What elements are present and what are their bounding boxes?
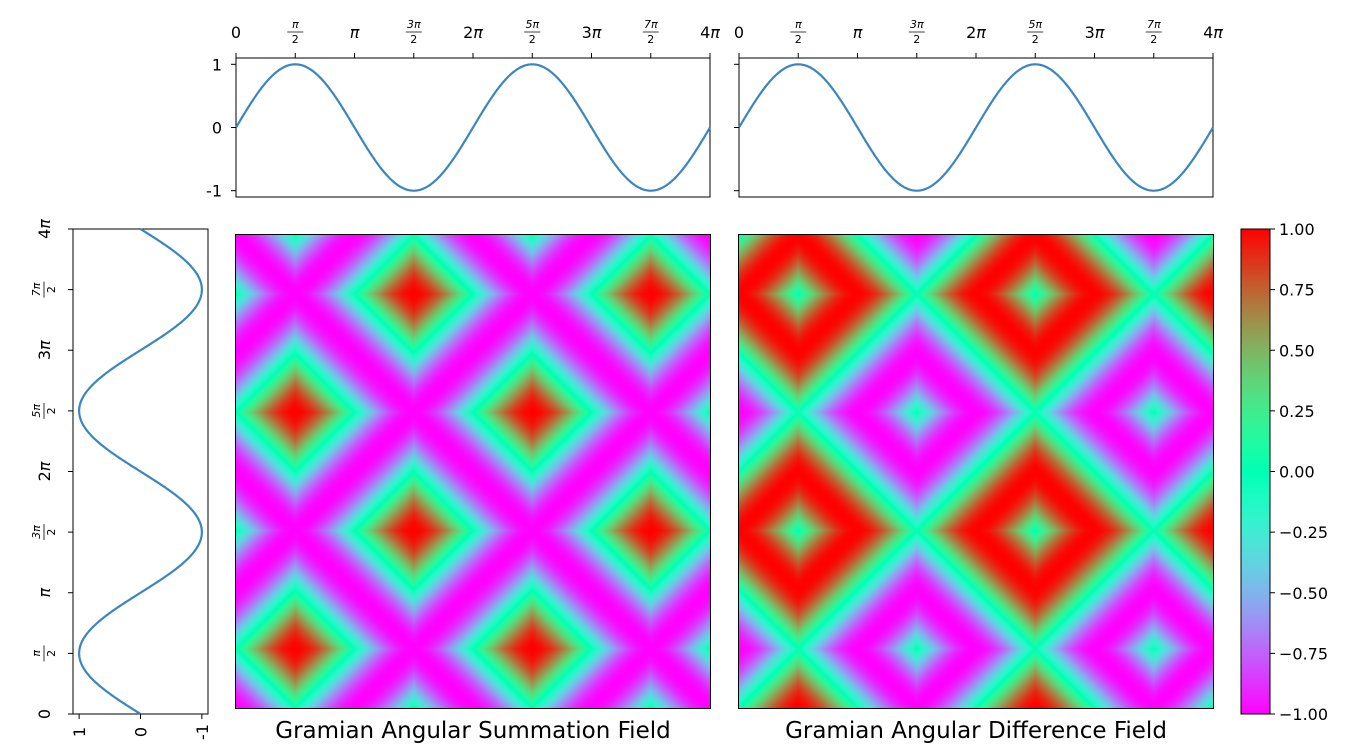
colorbar: 1.00 0.75 0.50 0.25 0.00 −0.25 −0.50 −0.75 −1.00 [1240,220,1328,724]
svg-text:2π: 2π [463,23,483,42]
top-right-xtick-label: 3π [1085,23,1105,42]
top-right-xtick-label: 2π [966,23,986,42]
svg-text:π: π [30,650,43,657]
colorbar-tick-label: −0.50 [1279,584,1328,603]
left-ytick-label: 2π [35,461,54,481]
left-ytick-label: 7π 2 [30,281,58,298]
svg-text:π: π [795,18,802,31]
left-xtick-label: 0 [132,727,151,737]
svg-text:2: 2 [1150,33,1157,46]
svg-text:5π: 5π [1028,18,1042,31]
left-xtick-label: 1 [70,727,89,737]
svg-text:3π: 3π [30,525,43,539]
top-right-xtick-label: π [853,23,863,42]
left-ytick-label: 0 [35,709,54,719]
svg-text:0: 0 [734,23,744,42]
svg-text:7π: 7π [1147,18,1161,31]
top-right-xtick-label: 3π2 [908,18,925,46]
svg-text:7π: 7π [644,18,658,31]
top-left-xtick-label: 3π2 [405,18,422,46]
colorbar-gradient [1240,228,1271,715]
svg-text:3π: 3π [35,340,54,360]
gasf-heatmap [236,235,710,708]
left-xtick-label: -1 [193,724,212,740]
svg-text:3π: 3π [407,18,421,31]
colorbar-tick-label: 0.75 [1279,281,1315,300]
svg-text:2: 2 [45,286,58,293]
svg-text:2: 2 [45,650,58,657]
left-ytick-label: 3π 2 [30,524,58,541]
svg-text:2: 2 [45,529,58,536]
gadf-heatmap [739,235,1213,708]
svg-text:7π: 7π [30,282,43,296]
svg-text:π: π [35,588,54,598]
svg-text:π: π [292,18,299,31]
top-left-xtick-label: 2π [463,23,483,42]
top-left-ytick-label: 0 [212,119,222,138]
left-ytick-label: 4π [35,219,54,239]
top-left-ytick-label: 1 [212,55,222,74]
svg-text:2π: 2π [966,23,986,42]
colorbar-tick-label: −1.00 [1279,705,1328,724]
left-ytick-label: π [35,588,54,598]
svg-text:2: 2 [410,33,417,46]
colorbar-tick-label: 0.50 [1279,341,1315,360]
colorbar-tick-label: −0.75 [1279,644,1328,663]
svg-text:2: 2 [292,33,299,46]
svg-text:π: π [350,23,360,42]
svg-text:2: 2 [913,33,920,46]
left-ytick-label: 3π [35,340,54,360]
svg-text:2: 2 [647,33,654,46]
svg-text:5π: 5π [30,404,43,418]
top-left-xtick-label: π [350,23,360,42]
svg-text:2π: 2π [35,461,54,481]
top-left-ytick-label: -1 [206,182,222,201]
left-sine-line [78,228,203,715]
top-left-sine-line [235,63,711,192]
svg-text:3π: 3π [1085,23,1105,42]
top-left-xtick-label: 4π [700,23,720,42]
svg-text:2: 2 [795,33,802,46]
gadf-title: Gramian Angular Difference Field [785,718,1167,744]
svg-text:0: 0 [35,709,54,719]
svg-text:3π: 3π [582,23,602,42]
top-right-sine-line [738,63,1214,192]
colorbar-tick-label: 1.00 [1279,220,1315,239]
svg-text:π: π [853,23,863,42]
colorbar-tick-label: −0.25 [1279,523,1328,542]
top-right-sine-plot: 0 π2 π 3π2 2π 5π2 3π 7π2 4π [734,18,1223,198]
svg-text:2: 2 [1032,33,1039,46]
top-left-xtick-label: 0 [231,23,241,42]
svg-text:4π: 4π [35,219,54,239]
svg-text:5π: 5π [525,18,539,31]
svg-text:4π: 4π [1203,23,1223,42]
top-left-xtick-label: 3π [582,23,602,42]
top-left-xtick-label: π2 [287,18,304,46]
left-ytick-label: 5π 2 [30,402,58,419]
top-right-xtick-label: π2 [790,18,807,46]
svg-text:2: 2 [529,33,536,46]
top-right-xtick-label: 4π [1203,23,1223,42]
top-right-xtick-label: 5π2 [1027,18,1044,46]
colorbar-tick-label: 0.25 [1279,402,1315,421]
colorbar-tick-label: 0.00 [1279,463,1315,482]
gasf-heatmap-panel: Gramian Angular Summation Field [235,234,711,744]
gasf-title: Gramian Angular Summation Field [275,718,670,744]
svg-text:4π: 4π [700,23,720,42]
top-right-xtick-label: 7π2 [1145,18,1162,46]
svg-text:2: 2 [45,407,58,414]
top-right-xtick-label: 0 [734,23,744,42]
top-left-xtick-label: 5π2 [524,18,541,46]
top-left-xtick-label: 7π2 [642,18,659,46]
svg-text:3π: 3π [910,18,924,31]
svg-text:0: 0 [231,23,241,42]
gadf-heatmap-panel: Gramian Angular Difference Field [738,234,1214,744]
